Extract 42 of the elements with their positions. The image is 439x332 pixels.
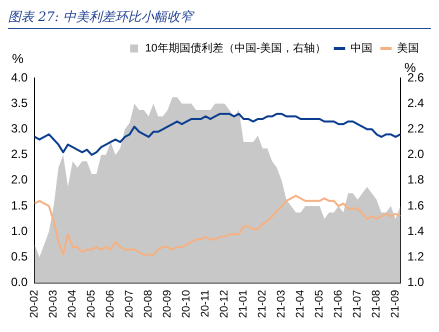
y-tick-label: 4.0 — [10, 70, 28, 84]
x-tick-label: 20-09 — [162, 290, 174, 318]
x-tick-label: 20-06 — [104, 290, 117, 318]
legend-label: 中国 — [350, 42, 372, 55]
x-tick-label: 21-06 — [332, 290, 345, 318]
x-tick-label: 20-10 — [180, 290, 193, 318]
x-tick-label: 21-03 — [276, 290, 288, 318]
x-tick-label: 20-02 — [28, 290, 41, 318]
y2-tick-label: 1.4 — [407, 224, 424, 238]
y2-tick-label: 2.0 — [407, 147, 424, 162]
x-tick-label: 21-02 — [256, 290, 269, 318]
y2-tick-label: 2.2 — [407, 122, 424, 136]
chart-title: 图表 27: 中美利差环比小幅收窄 — [8, 8, 431, 29]
x-tick-label: 20-12 — [218, 290, 231, 318]
y-tick-label: 3.5 — [10, 96, 28, 110]
x-tick-label: 21-09 — [390, 290, 402, 318]
y2-tick-label: 1.0 — [407, 275, 424, 290]
y-tick-label: 0.0 — [10, 275, 28, 290]
y-tick-label: 3.0 — [10, 122, 28, 136]
x-tick-label: 20-08 — [142, 290, 155, 318]
y2-tick-label: 2.4 — [407, 96, 424, 110]
x-tick-label: 21-04 — [294, 290, 307, 318]
y-tick-label: 1.5 — [10, 198, 28, 212]
y2-tick-label: 1.6 — [407, 198, 424, 212]
x-tick-label: 20-03 — [48, 290, 60, 318]
y-tick-label: 1.0 — [10, 224, 28, 238]
x-tick-label: 20-11 — [200, 290, 212, 318]
y-tick-label: 0.5 — [10, 250, 28, 264]
x-tick-label: 20-05 — [86, 290, 98, 318]
y2-tick-label: 1.8 — [407, 172, 424, 187]
x-tick-label: 21-01 — [238, 290, 250, 318]
x-tick-label: 21-08 — [370, 290, 383, 318]
x-tick-label: 21-05 — [314, 290, 326, 318]
y-axis-title: % — [12, 51, 24, 66]
x-tick-label: 21-07 — [352, 290, 364, 318]
legend-label: 美国 — [397, 42, 419, 55]
x-tick-label: 20-04 — [66, 290, 79, 318]
legend-label: 10年期国债利差（中国-美国，右轴） — [145, 42, 326, 55]
x-tick-label: 20-07 — [124, 290, 136, 318]
y-tick-label: 2.0 — [10, 172, 28, 187]
y2-tick-label: 1.2 — [407, 250, 424, 264]
y-tick-label: 2.5 — [10, 147, 28, 162]
